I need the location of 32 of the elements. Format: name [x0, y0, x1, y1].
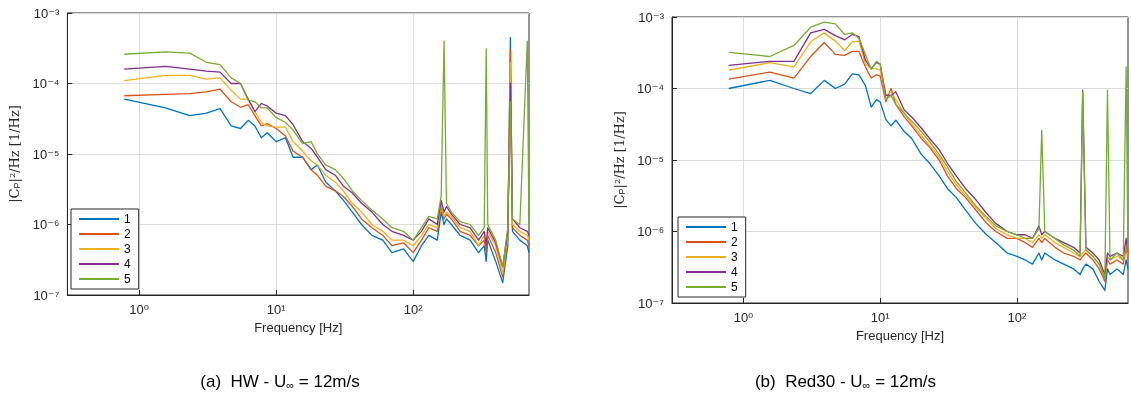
x-tick-label: 10⁰: [129, 302, 149, 317]
legend-label: 1: [731, 220, 738, 234]
legend-label: 5: [731, 280, 738, 294]
x-tick-label: 10¹: [870, 310, 891, 325]
x-tick-label: 10²: [403, 302, 424, 317]
text: (b) Red30 - U∞ = 12m/s: [754, 372, 937, 391]
x-axis-title: Frequency [Hz]: [855, 327, 945, 343]
y-tick-label: 10⁻⁴: [32, 76, 60, 91]
text: (a) HW - U∞ = 12m/s: [200, 372, 360, 391]
y-axis-title: |CP|²/Hz [1/Hz]: [7, 105, 23, 203]
y-tick-label: 10⁻⁷: [33, 287, 60, 303]
y-tick-label: 10⁻³: [638, 9, 665, 25]
y-tick-label: 10⁻⁶: [32, 217, 60, 232]
x-tick-label: 10⁰: [733, 310, 754, 325]
x-axis-title: Frequency [Hz]: [254, 319, 343, 335]
legend-label: 5: [124, 272, 131, 286]
legend-label: 2: [124, 227, 131, 241]
y-tick-label: 10⁻⁷: [637, 295, 665, 311]
y-tick-label: 10⁻⁶: [637, 224, 664, 239]
legend-label: 4: [731, 265, 738, 279]
legend-label: 1: [124, 212, 131, 226]
y-tick-label: 10⁻⁵: [637, 152, 664, 168]
legend-label: 3: [124, 242, 131, 256]
y-axis-title: |CP|²/Hz [1/Hz]: [611, 111, 627, 209]
legend-label: 2: [731, 235, 738, 249]
x-tick-label: 10²: [1007, 310, 1027, 325]
legend-label: 4: [124, 257, 131, 271]
x-tick-label: 10¹: [266, 302, 287, 317]
y-tick-label: 10⁻³: [33, 5, 61, 21]
y-tick-label: 10⁻⁴: [637, 81, 664, 96]
y-tick-label: 10⁻⁵: [32, 146, 60, 162]
legend-label: 3: [731, 250, 738, 264]
